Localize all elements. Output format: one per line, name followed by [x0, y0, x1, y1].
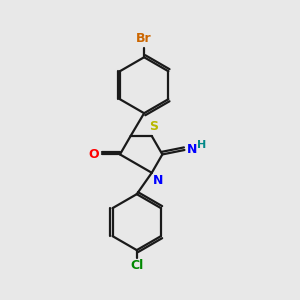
Text: H: H: [197, 140, 206, 150]
Text: Br: Br: [136, 32, 152, 45]
Text: Cl: Cl: [130, 259, 143, 272]
Text: N: N: [187, 143, 197, 157]
Text: O: O: [88, 148, 99, 161]
Text: N: N: [153, 174, 164, 187]
Text: S: S: [149, 119, 158, 133]
